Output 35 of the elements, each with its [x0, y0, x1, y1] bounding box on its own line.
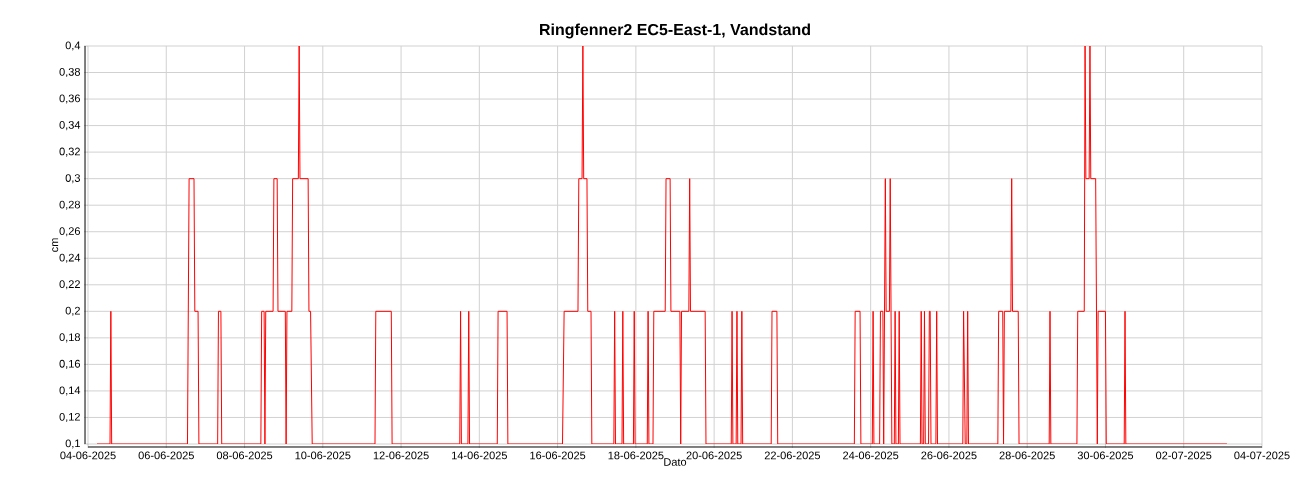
y-tick-label: 0,26 — [59, 227, 80, 237]
x-tick-label: 24-06-2025 — [843, 451, 899, 460]
chart-title: Ringfenner2 EC5-East-1, Vandstand — [540, 23, 810, 39]
x-tick-label: 04-07-2025 — [1234, 451, 1290, 460]
x-tick-label: 04-06-2025 — [60, 451, 116, 460]
x-tick-label: 18-06-2025 — [608, 451, 664, 460]
y-tick-label: 0,16 — [59, 359, 80, 369]
y-tick-label: 0,38 — [59, 67, 80, 78]
y-tick-label: 0,34 — [59, 121, 81, 131]
y-tick-label: 0,24 — [59, 253, 81, 263]
x-tick-label: 16-06-2025 — [530, 451, 586, 460]
x-tick-label: 26-06-2025 — [921, 451, 977, 460]
x-tick-label: 20-06-2025 — [686, 451, 742, 460]
x-tick-label: 14-06-2025 — [452, 451, 507, 460]
y-tick-label: 0,32 — [59, 147, 80, 157]
y-tick-label: 0,18 — [59, 333, 80, 343]
y-tick-label: 0,3 — [65, 174, 80, 184]
y-tick-label: 0,14 — [59, 386, 81, 396]
x-tick-label: 08-06-2025 — [216, 451, 273, 460]
x-tick-label: 28-06-2025 — [999, 451, 1055, 460]
x-tick-label: 30-06-2025 — [1077, 451, 1134, 460]
y-tick-label: 0,12 — [59, 412, 80, 422]
y-tick-label: 0,36 — [59, 94, 80, 104]
x-tick-label: 12-06-2025 — [373, 451, 429, 460]
y-axis-title: cm — [52, 238, 59, 252]
x-tick-label: 06-06-2025 — [138, 451, 194, 460]
x-tick-label: 22-06-2025 — [764, 451, 821, 460]
y-tick-label: 0,1 — [65, 439, 80, 449]
x-tick-label: 10-06-2025 — [295, 451, 351, 460]
x-tick-label: 02-07-2025 — [1156, 451, 1212, 460]
y-tick-label: 0,28 — [59, 200, 80, 210]
y-tick-label: 0,4 — [65, 41, 81, 51]
x-axis-title: Dato — [664, 458, 687, 466]
y-tick-label: 0,2 — [65, 306, 80, 316]
y-tick-label: 0,22 — [59, 280, 80, 290]
